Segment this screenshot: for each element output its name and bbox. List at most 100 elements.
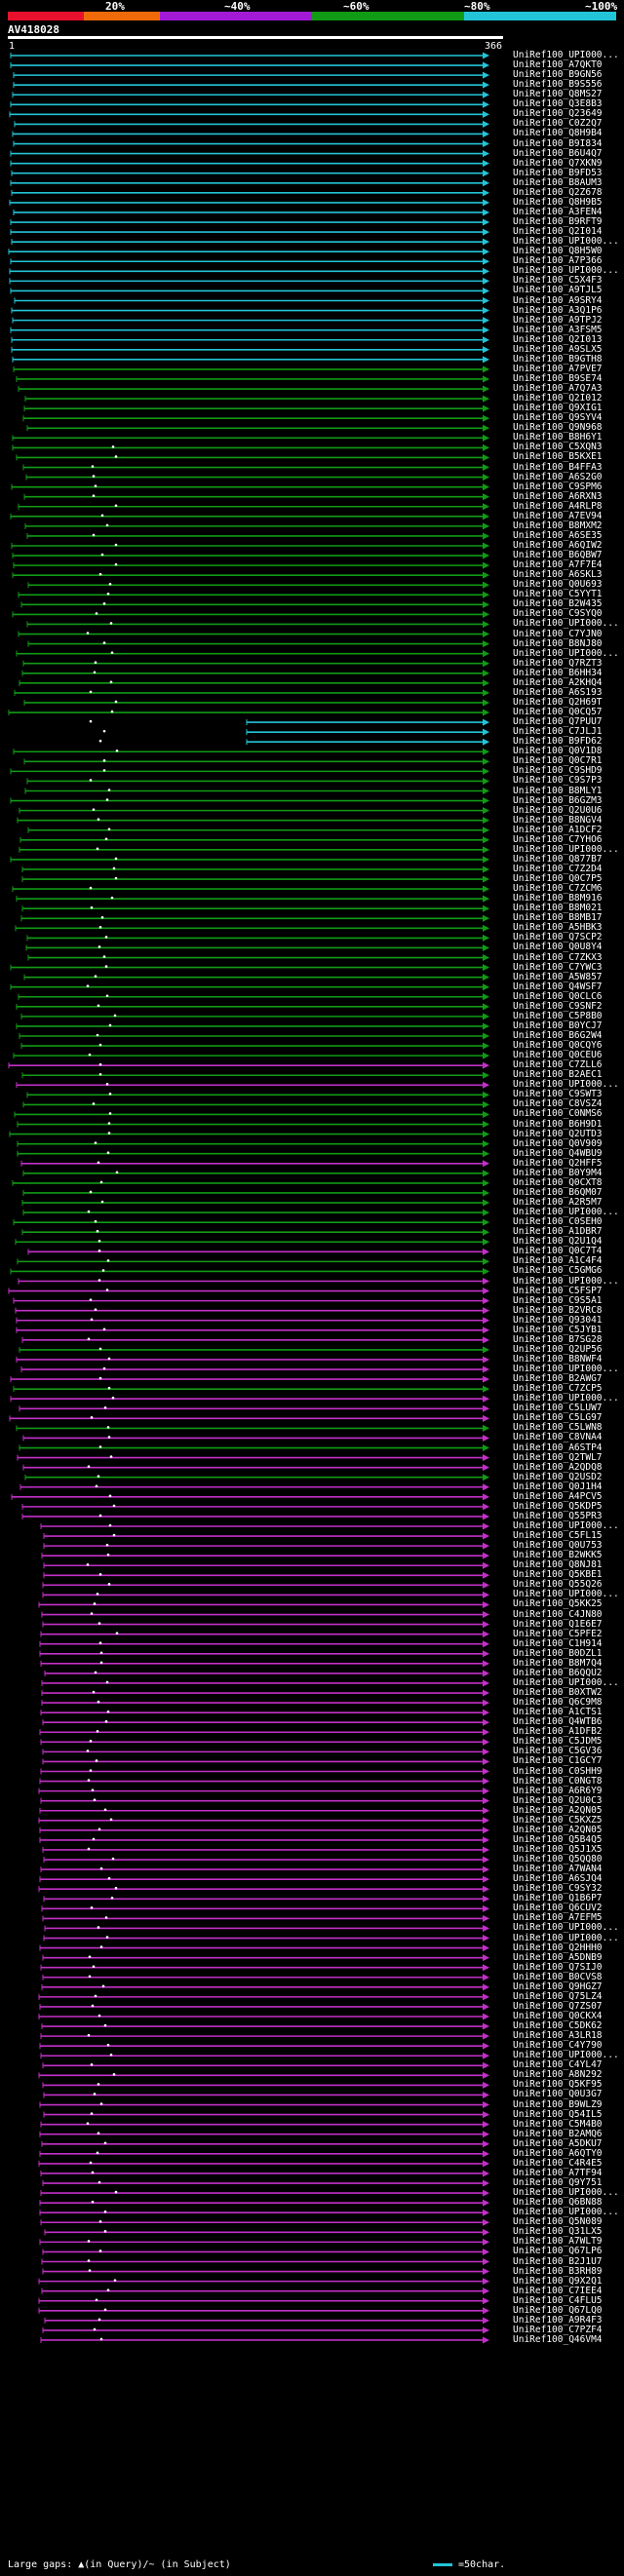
hit-label[interactable]: UniRef100_Q67LP6	[513, 2246, 603, 2257]
hit-label[interactable]: UniRef100_B8NJ80	[513, 637, 603, 649]
hit-label[interactable]: UniRef100_Q0CKX4	[513, 2011, 603, 2021]
hit-label[interactable]: UniRef100_Q23649	[513, 108, 603, 120]
hit-label[interactable]: UniRef100_B6QQU2	[513, 1667, 603, 1678]
hit-label[interactable]: UniRef100_B6GZM3	[513, 794, 603, 806]
hit-label[interactable]: UniRef100_A2QN05	[513, 1824, 603, 1835]
hit-label[interactable]: UniRef100_Q0C7P5	[513, 873, 603, 885]
hit-label[interactable]: UniRef100_A9TPJ2	[513, 314, 603, 326]
hit-label[interactable]: UniRef100_A1DCF2	[513, 824, 603, 835]
hit-label[interactable]: UniRef100_C5JYB1	[513, 1324, 603, 1335]
hit-label[interactable]: UniRef100_B9FD62	[513, 736, 603, 748]
hit-label[interactable]: UniRef100_UPI000...	[513, 1676, 619, 1688]
hit-label[interactable]: UniRef100_B2WKK5	[513, 1550, 603, 1561]
hit-label[interactable]: UniRef100_C4Y790	[513, 2040, 603, 2052]
hit-label[interactable]: UniRef100_B8MB17	[513, 912, 603, 924]
hit-label[interactable]: UniRef100_Q54IL5	[513, 2108, 603, 2120]
hit-label[interactable]: UniRef100_A6R6Y9	[513, 1785, 603, 1796]
hit-label[interactable]: UniRef100_B6H9D1	[513, 1118, 603, 1130]
hit-label[interactable]: UniRef100_C9SWT3	[513, 1089, 603, 1100]
hit-label[interactable]: UniRef100_A6STP4	[513, 1442, 603, 1453]
hit-label[interactable]: UniRef100_A1C4F4	[513, 1255, 603, 1267]
hit-label[interactable]: UniRef100_C5LG97	[513, 1412, 603, 1424]
hit-label[interactable]: UniRef100_Q93041	[513, 1314, 603, 1326]
hit-label[interactable]: UniRef100_A6QIW2	[513, 540, 603, 551]
hit-label[interactable]: UniRef100_UPI000...	[513, 1207, 619, 1218]
hit-label[interactable]: UniRef100_Q0CXT8	[513, 1176, 603, 1188]
hit-label[interactable]: UniRef100_B0DZL1	[513, 1647, 603, 1659]
hit-label[interactable]: UniRef100_Q2UP56	[513, 1343, 603, 1355]
hit-label[interactable]: UniRef100_Q4WSF7	[513, 980, 603, 992]
hit-label[interactable]: UniRef100_C5P8B0	[513, 1010, 603, 1021]
hit-label[interactable]: UniRef100_C7Z2D4	[513, 863, 603, 874]
hit-label[interactable]: UniRef100_C5LUW7	[513, 1403, 603, 1414]
hit-label[interactable]: UniRef100_C0NMS6	[513, 1108, 603, 1120]
hit-label[interactable]: UniRef100_B5KXE1	[513, 451, 603, 463]
hit-label[interactable]: UniRef100_C0NGT8	[513, 1775, 603, 1787]
hit-label[interactable]: UniRef100_B8MLY1	[513, 785, 603, 796]
hit-label[interactable]: UniRef100_B2AMQ6	[513, 2128, 603, 2139]
hit-label[interactable]: UniRef100_A3FSM5	[513, 324, 603, 335]
hit-label[interactable]: UniRef100_A5DKU7	[513, 2137, 603, 2149]
hit-label[interactable]: UniRef100_A8N292	[513, 2069, 603, 2081]
hit-label[interactable]: UniRef100_B2AEC1	[513, 1069, 603, 1081]
hit-label[interactable]: UniRef100_Q5QQ80	[513, 1854, 603, 1865]
hit-label[interactable]: UniRef100_UPI000...	[513, 2187, 619, 2199]
hit-label[interactable]: UniRef100_Q1B6P7	[513, 1893, 603, 1904]
hit-label[interactable]: UniRef100_Q7XKN9	[513, 157, 603, 169]
hit-label[interactable]: UniRef100_Q0U693	[513, 579, 603, 591]
hit-label[interactable]: UniRef100_A6SKL3	[513, 569, 603, 581]
hit-label[interactable]: UniRef100_A2R5M7	[513, 1197, 603, 1209]
hit-label[interactable]: UniRef100_C0SHH9	[513, 1765, 603, 1777]
hit-label[interactable]: UniRef100_C8VSZ4	[513, 1098, 603, 1110]
hit-label[interactable]: UniRef100_Q5KDP5	[513, 1500, 603, 1512]
hit-label[interactable]: UniRef100_B8M021	[513, 903, 603, 914]
hit-label[interactable]: UniRef100_B3RH89	[513, 2265, 603, 2277]
hit-label[interactable]: UniRef100_C8VNA4	[513, 1432, 603, 1443]
hit-label[interactable]: UniRef100_A7QKT0	[513, 59, 603, 71]
hit-label[interactable]: UniRef100_Q8H9B4	[513, 128, 603, 139]
hit-label[interactable]: UniRef100_B8NGV4	[513, 814, 603, 826]
hit-label[interactable]: UniRef100_C9SHD9	[513, 765, 603, 777]
hit-label[interactable]: UniRef100_Q8MS27	[513, 89, 603, 100]
hit-label[interactable]: UniRef100_Q6BN88	[513, 2197, 603, 2209]
hit-label[interactable]: UniRef100_A9TJL5	[513, 285, 603, 296]
hit-label[interactable]: UniRef100_Q6C9M8	[513, 1697, 603, 1709]
hit-label[interactable]: UniRef100_B2VRC8	[513, 1304, 603, 1316]
hit-label[interactable]: UniRef100_B9GTH8	[513, 353, 603, 365]
hit-label[interactable]: UniRef100_C5GV36	[513, 1746, 603, 1757]
hit-label[interactable]: UniRef100_A1DBR7	[513, 1226, 603, 1238]
hit-label[interactable]: UniRef100_C7ZLL6	[513, 1059, 603, 1071]
hit-label[interactable]: UniRef100_UPI000...	[513, 1393, 619, 1404]
hit-label[interactable]: UniRef100_C7ZKX3	[513, 951, 603, 963]
hit-label[interactable]: UniRef100_Q0CQY6	[513, 1040, 603, 1052]
hit-label[interactable]: UniRef100_Q0U8Y4	[513, 942, 603, 953]
hit-label[interactable]: UniRef100_Q0U3G7	[513, 2089, 603, 2100]
hit-label[interactable]: UniRef100_Q2U1Q4	[513, 1236, 603, 1248]
hit-label[interactable]: UniRef100_A5HBK3	[513, 922, 603, 934]
hit-label[interactable]: UniRef100_Q46VM4	[513, 2333, 603, 2345]
hit-label[interactable]: UniRef100_B6QBW7	[513, 550, 603, 561]
hit-label[interactable]: UniRef100_C9S5A1	[513, 1294, 603, 1306]
hit-label[interactable]: UniRef100_Q2HHH0	[513, 1942, 603, 1953]
hit-label[interactable]: UniRef100_B8NWF4	[513, 1353, 603, 1365]
hit-label[interactable]: UniRef100_Q0C7T4	[513, 1246, 603, 1257]
hit-label[interactable]: UniRef100_A7WAN4	[513, 1864, 603, 1875]
hit-label[interactable]: UniRef100_C4FLU5	[513, 2294, 603, 2306]
hit-label[interactable]: UniRef100_Q0C7R1	[513, 755, 603, 767]
hit-label[interactable]: UniRef100_B2W435	[513, 598, 603, 610]
hit-label[interactable]: UniRef100_A5W857	[513, 971, 603, 982]
hit-label[interactable]: UniRef100_Q4WBU9	[513, 1147, 603, 1159]
hit-label[interactable]: UniRef100_A1DFB2	[513, 1726, 603, 1738]
hit-label[interactable]: UniRef100_UPI000...	[513, 50, 619, 60]
hit-label[interactable]: UniRef100_Q6CUV2	[513, 1903, 603, 1914]
hit-label[interactable]: UniRef100_Q7PUU7	[513, 716, 603, 728]
hit-label[interactable]: UniRef100_C4R4E5	[513, 2157, 603, 2169]
hit-label[interactable]: UniRef100_Q5KK25	[513, 1598, 603, 1610]
hit-label[interactable]: UniRef100_B9SE74	[513, 372, 603, 384]
hit-label[interactable]: UniRef100_C5KXZ5	[513, 1814, 603, 1826]
hit-label[interactable]: UniRef100_Q1E6E7	[513, 1618, 603, 1630]
hit-label[interactable]: UniRef100_Q7RZT3	[513, 657, 603, 669]
hit-label[interactable]: UniRef100_Q2H69T	[513, 696, 603, 708]
hit-label[interactable]: UniRef100_A6QTY0	[513, 2147, 603, 2159]
hit-label[interactable]: UniRef100_Q8H9B5	[513, 196, 603, 208]
